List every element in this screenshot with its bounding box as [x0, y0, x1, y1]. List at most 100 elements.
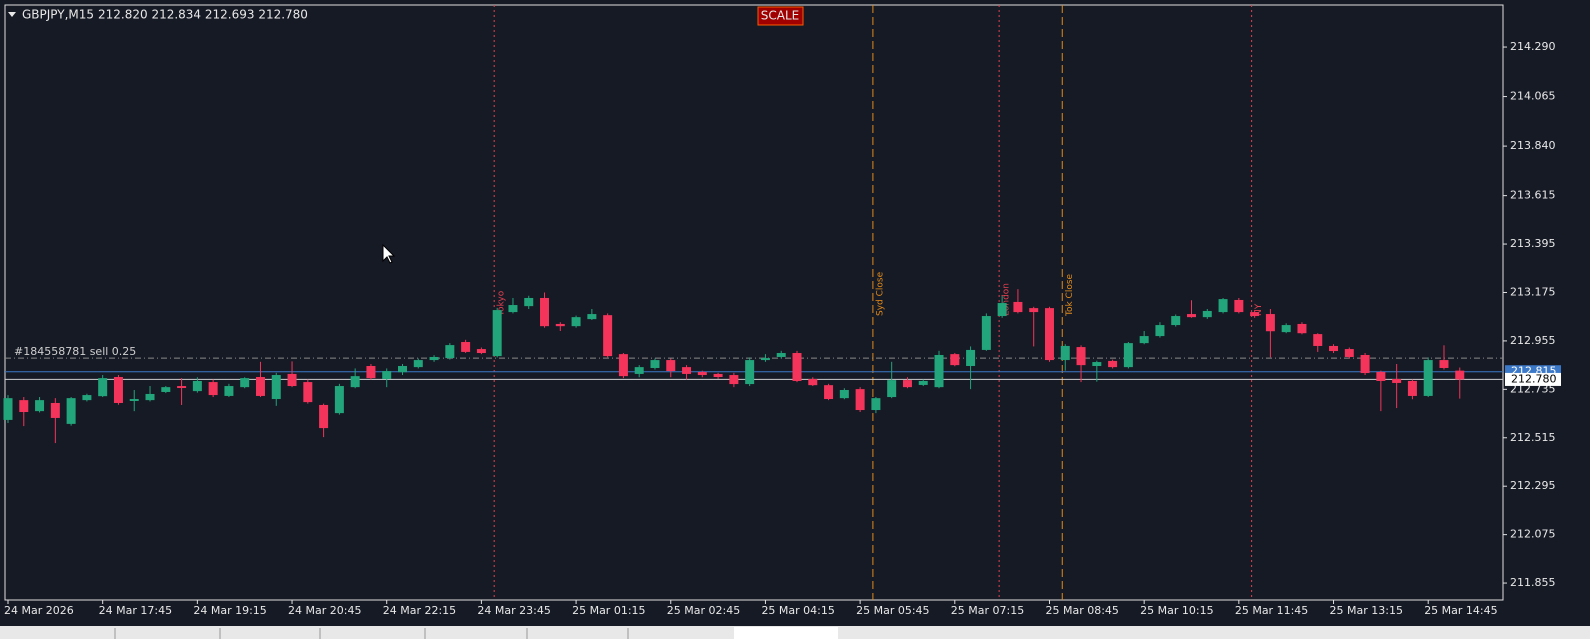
candle-body [1029, 308, 1039, 313]
candle-body [729, 375, 739, 385]
active-tab[interactable] [734, 627, 838, 639]
candle-body [50, 402, 60, 418]
candle-body [1455, 370, 1465, 380]
candle-body [334, 386, 344, 414]
ohlc-readout: 212.820 212.834 212.693 212.780 [98, 8, 308, 22]
candle-body [1202, 310, 1212, 318]
candle-body [950, 354, 960, 366]
candle-body [240, 378, 250, 388]
y-tick-label: 213.395 [1510, 237, 1556, 250]
candle-body [1171, 316, 1181, 326]
x-tick-label: 24 Mar 22:15 [383, 604, 456, 617]
y-tick-label: 212.515 [1510, 431, 1556, 444]
candle-body [1139, 336, 1149, 344]
y-tick-label: 213.840 [1510, 139, 1556, 152]
candle-body [855, 389, 865, 411]
candle-body [776, 353, 786, 357]
x-tick-label: 24 Mar 20:45 [288, 604, 361, 617]
candle-body [1234, 299, 1244, 313]
candle-body [1297, 323, 1307, 334]
candle-body [997, 303, 1007, 317]
y-tick-label: 213.175 [1510, 285, 1556, 298]
x-tick-label: 24 Mar 17:45 [99, 604, 172, 617]
candle-body [271, 375, 281, 400]
candle-body [208, 382, 218, 396]
y-tick-label: 212.075 [1510, 528, 1556, 541]
candle-body [571, 317, 581, 327]
candle-body [745, 360, 755, 385]
x-tick-label: 25 Mar 05:45 [856, 604, 929, 617]
candle-body [1376, 371, 1386, 381]
candle-body [1218, 299, 1228, 313]
candle-body [19, 400, 29, 413]
candle-body [66, 398, 76, 424]
candle-body [1013, 301, 1023, 313]
candle-body [713, 373, 723, 378]
candle-body [303, 382, 313, 403]
scale-button[interactable] [757, 6, 804, 26]
x-tick-label: 25 Mar 08:45 [1045, 604, 1118, 617]
candle-body [1313, 334, 1323, 346]
candle-body [682, 367, 692, 374]
order-label: #184558781 sell 0.25 [14, 345, 136, 358]
x-tick-label: 24 Mar 19:15 [193, 604, 266, 617]
candle-body [1155, 325, 1165, 337]
candle-body [445, 345, 455, 359]
candle-body [792, 353, 802, 381]
candle-body [492, 310, 502, 357]
candle-body [113, 377, 123, 403]
candle-body [413, 360, 423, 368]
candle-body [82, 395, 92, 401]
candle-body [618, 354, 628, 377]
candle-body [1076, 347, 1086, 366]
candle-body [350, 376, 360, 388]
collapse-icon[interactable] [8, 12, 16, 17]
x-tick-label: 25 Mar 01:15 [572, 604, 645, 617]
candle-body [1108, 360, 1118, 368]
candle-body [871, 398, 881, 411]
plot-frame [4, 4, 1504, 601]
x-tick-label: 25 Mar 11:45 [1235, 604, 1308, 617]
x-tick-label: 25 Mar 04:15 [761, 604, 834, 617]
candle-body [476, 349, 486, 354]
candle-body [555, 323, 565, 327]
candle-body [540, 297, 550, 327]
y-tick-label: 214.065 [1510, 90, 1556, 103]
candle-body [1439, 360, 1449, 368]
session-label: Tok Close [1065, 273, 1075, 317]
candle-body [1060, 345, 1070, 361]
candle-body [161, 387, 171, 392]
candle-body [366, 366, 376, 379]
plot-area: Tokyo Syd Close London Tok Close NY #18455878… [3, 5, 1503, 600]
session-label: Syd Close [875, 271, 885, 316]
candle-body [1344, 349, 1354, 357]
x-tick-label: 25 Mar 14:45 [1424, 604, 1497, 617]
x-tick-label: 25 Mar 02:45 [667, 604, 740, 617]
candle-body [98, 378, 108, 397]
candle-body [1360, 355, 1370, 374]
candle-body [634, 367, 644, 374]
candle-body [1407, 380, 1417, 396]
candle-body [918, 380, 928, 385]
symbol: GBPJPY,M15 [22, 8, 94, 22]
candle-body [587, 314, 597, 320]
y-tick-label: 212.955 [1510, 334, 1556, 347]
scale-button-label[interactable]: SCALE [761, 9, 799, 23]
y-tick-label: 213.615 [1510, 189, 1556, 202]
candle-body [319, 404, 329, 429]
candle-body [429, 356, 439, 361]
candle-body [887, 380, 897, 398]
candle-body [1092, 362, 1102, 367]
candle-body [524, 297, 534, 307]
candle-body [824, 385, 834, 400]
candle-body [966, 349, 976, 367]
cursor [382, 243, 396, 264]
candle-body [934, 355, 944, 388]
candle-body [255, 377, 265, 396]
candle-body [981, 316, 991, 350]
session-label: NY [1254, 303, 1264, 316]
candle-body [177, 386, 187, 389]
x-tick-label: 25 Mar 07:15 [951, 604, 1024, 617]
candle-body [35, 400, 45, 412]
